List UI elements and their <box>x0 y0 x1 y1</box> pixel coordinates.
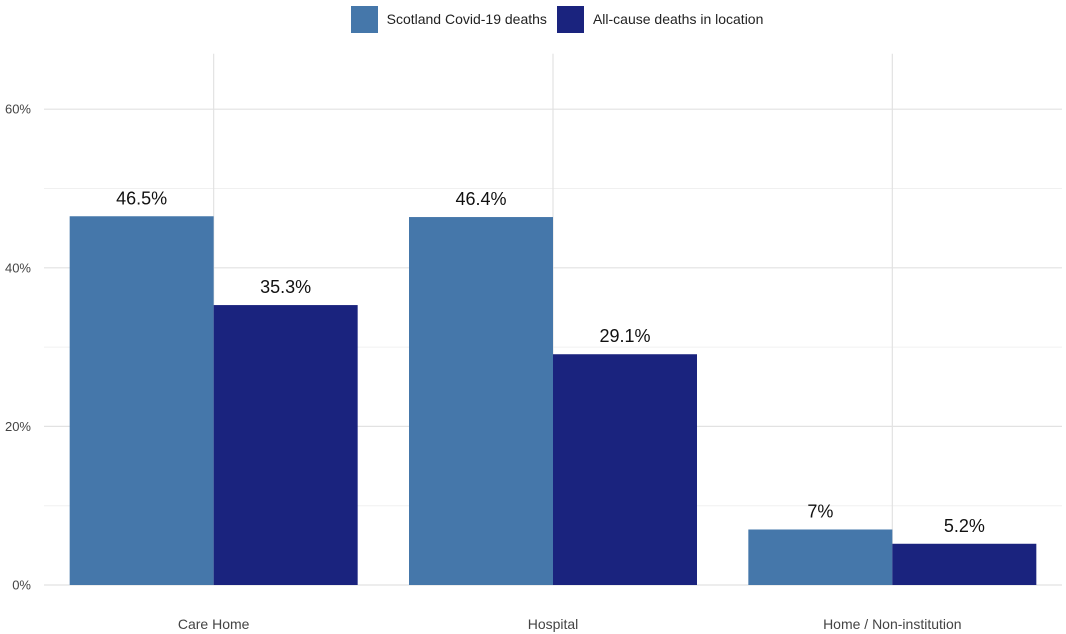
legend-label-all-cause: All-cause deaths in location <box>592 11 764 27</box>
y-tick-label: 60% <box>5 102 31 117</box>
legend-item-covid: Scotland Covid-19 deaths <box>350 5 547 33</box>
legend-swatch-all-cause <box>556 5 584 33</box>
bar <box>748 529 893 585</box>
bar <box>892 543 1037 585</box>
bar <box>213 305 358 585</box>
data-label: 7% <box>807 501 833 521</box>
x-category-label: Hospital <box>528 616 579 632</box>
bar <box>553 354 697 585</box>
x-category-label: Home / Non-institution <box>823 616 962 632</box>
data-label: 29.1% <box>599 326 650 346</box>
legend-label-covid: Scotland Covid-19 deaths <box>386 11 547 27</box>
data-label: 5.2% <box>944 516 985 536</box>
y-tick-label: 40% <box>5 260 31 275</box>
bar <box>69 216 214 585</box>
legend-swatch-covid <box>350 5 378 33</box>
y-tick-label: 20% <box>5 419 31 434</box>
legend: Scotland Covid-19 deaths All-cause death… <box>0 4 1066 34</box>
data-label: 46.5% <box>116 188 167 208</box>
x-category-label: Care Home <box>178 616 250 632</box>
y-tick-label: 0% <box>12 578 31 593</box>
data-label: 46.4% <box>455 189 506 209</box>
bar <box>409 217 553 585</box>
data-label: 35.3% <box>260 277 311 297</box>
legend-item-all-cause: All-cause deaths in location <box>556 5 764 33</box>
